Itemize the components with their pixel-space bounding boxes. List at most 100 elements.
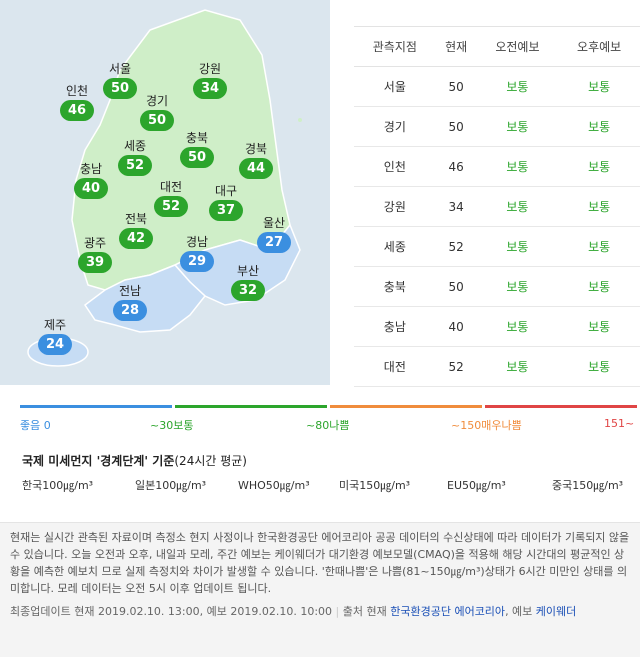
region-name: 경남 — [185, 235, 209, 249]
current-value: 50 — [435, 266, 477, 307]
scale-segment-bad — [330, 405, 482, 408]
header-station: 관측지점 — [354, 26, 436, 67]
region-gyeonggi[interactable]: 경기 50 — [127, 94, 187, 131]
notice-text: 현재는 실시간 관측된 자료이며 측정소 현지 사정이나 한국환경공단 에어코리… — [10, 531, 630, 595]
region-value-badge: 42 — [119, 228, 153, 249]
region-name: 세종 — [123, 139, 147, 153]
region-value-badge: 46 — [60, 100, 94, 121]
standards-list: 한국100㎍/m³ 일본100㎍/m³ WHO50㎍/m³ 미국150㎍/m³ … — [22, 477, 640, 495]
scale-label-max: 151~ — [604, 417, 635, 430]
standard-korea: 한국100㎍/m³ — [22, 479, 94, 492]
pm-forecast: 보통 — [558, 106, 640, 147]
table-row: 세종 52 보통 보통 — [354, 226, 640, 267]
source-prefix: 출처 현재 — [342, 605, 387, 618]
pm-forecast: 보통 — [558, 146, 640, 187]
am-forecast: 보통 — [476, 106, 559, 147]
pm-forecast: 보통 — [558, 226, 640, 267]
pm-forecast: 보통 — [558, 186, 640, 227]
scale-segment-normal — [175, 405, 327, 408]
current-value: 40 — [435, 306, 477, 347]
region-name: 충북 — [185, 131, 209, 145]
station-name: 대전 — [354, 346, 436, 387]
region-name: 울산 — [262, 216, 286, 230]
region-chungnam[interactable]: 충남 40 — [61, 162, 121, 199]
current-value: 52 — [435, 346, 477, 387]
am-forecast: 보통 — [476, 146, 559, 187]
source-link-airkorea[interactable]: 한국환경공단 에어코리아 — [390, 605, 506, 618]
table-row: 충북 50 보통 보통 — [354, 266, 640, 307]
region-daegu[interactable]: 대구 37 — [196, 184, 256, 221]
standard-eu: EU50㎍/m³ — [447, 479, 506, 492]
source-mid: , 예보 — [505, 605, 533, 618]
air-quality-map: 서울 50 강원 34 인천 46 경기 50 세종 52 충북 50 경북 4… — [0, 0, 330, 385]
current-value: 34 — [435, 186, 477, 227]
region-value-badge: 50 — [103, 78, 137, 99]
region-name: 경북 — [244, 142, 268, 156]
table-row: 충남 40 보통 보통 — [354, 306, 640, 347]
standard-usa: 미국150㎍/m³ — [339, 479, 411, 492]
region-name: 인천 — [65, 84, 89, 98]
scale-labels: 좋음 0 ~30보통 ~80나쁨 ~150매우나쁨 151~ — [20, 417, 638, 437]
region-value-badge: 29 — [180, 251, 214, 272]
current-value: 46 — [435, 146, 477, 187]
forecast-table-panel: 관측지점 현재 오전예보 오후예보 서울 50 보통 보통 경기 50 보통 보… — [354, 26, 640, 387]
region-daejeon[interactable]: 대전 52 — [141, 180, 201, 217]
region-value-badge: 44 — [239, 158, 273, 179]
region-name: 대전 — [159, 180, 183, 194]
region-value-badge: 24 — [38, 334, 72, 355]
current-value: 50 — [435, 66, 477, 107]
region-name: 광주 — [83, 236, 107, 250]
scale-label-very-bad: ~150매우나쁨 — [451, 419, 522, 432]
region-seoul[interactable]: 서울 50 — [90, 62, 150, 99]
am-forecast: 보통 — [476, 226, 559, 267]
region-gyeongbuk[interactable]: 경북 44 — [226, 142, 286, 179]
region-jeonbuk[interactable]: 전북 42 — [106, 212, 166, 249]
region-name: 부산 — [236, 264, 260, 278]
region-value-badge: 52 — [154, 196, 188, 217]
region-jeonnam[interactable]: 전남 28 — [100, 284, 160, 321]
pm-forecast: 보통 — [558, 306, 640, 347]
region-chungbuk[interactable]: 충북 50 — [167, 131, 227, 168]
station-name: 강원 — [354, 186, 436, 227]
pm-forecast: 보통 — [558, 346, 640, 387]
standard-japan: 일본100㎍/m³ — [135, 479, 207, 492]
scale-label-good: 좋음 0 — [20, 419, 51, 432]
region-sejong[interactable]: 세종 52 — [105, 139, 165, 176]
region-value-badge: 32 — [231, 280, 265, 301]
standards-title: 국제 미세먼지 '경계단계' 기준(24시간 평균) — [22, 452, 640, 469]
region-value-badge: 50 — [180, 147, 214, 168]
station-name: 충북 — [354, 266, 436, 307]
region-gyeongnam[interactable]: 경남 29 — [167, 235, 227, 272]
region-value-badge: 28 — [113, 300, 147, 321]
region-name: 경기 — [145, 94, 169, 108]
station-name: 경기 — [354, 106, 436, 147]
pm-forecast: 보통 — [558, 66, 640, 107]
region-gangwon[interactable]: 강원 34 — [180, 62, 240, 99]
region-ulsan[interactable]: 울산 27 — [244, 216, 304, 253]
region-value-badge: 40 — [74, 178, 108, 199]
update-time: 최종업데이트 현재 2019.02.10. 13:00, 예보 2019.02.… — [10, 605, 333, 618]
am-forecast: 보통 — [476, 186, 559, 227]
region-name: 전남 — [118, 284, 142, 298]
region-value-badge: 27 — [257, 232, 291, 253]
table-row: 강원 34 보통 보통 — [354, 186, 640, 227]
region-incheon[interactable]: 인천 46 — [47, 84, 107, 121]
region-gwangju[interactable]: 광주 39 — [65, 236, 125, 273]
am-forecast: 보통 — [476, 66, 559, 107]
station-name: 충남 — [354, 306, 436, 347]
scale-label-bad: ~80나쁨 — [306, 419, 350, 432]
region-jeju[interactable]: 제주 24 — [25, 318, 85, 355]
region-name: 충남 — [79, 162, 103, 176]
scale-label-normal: ~30보통 — [150, 419, 194, 432]
station-name: 인천 — [354, 146, 436, 187]
header-am-forecast: 오전예보 — [476, 26, 559, 67]
scale-color-bar — [20, 405, 638, 408]
region-value-badge: 37 — [209, 200, 243, 221]
standards-subtitle: (24시간 평균) — [174, 454, 247, 468]
table-header-row: 관측지점 현재 오전예보 오후예보 — [354, 26, 640, 67]
header-pm-forecast: 오후예보 — [558, 26, 640, 67]
region-busan[interactable]: 부산 32 — [218, 264, 278, 301]
source-link-kweather[interactable]: 케이웨더 — [535, 605, 577, 618]
header-current: 현재 — [435, 26, 477, 67]
scale-segment-good — [20, 405, 172, 408]
